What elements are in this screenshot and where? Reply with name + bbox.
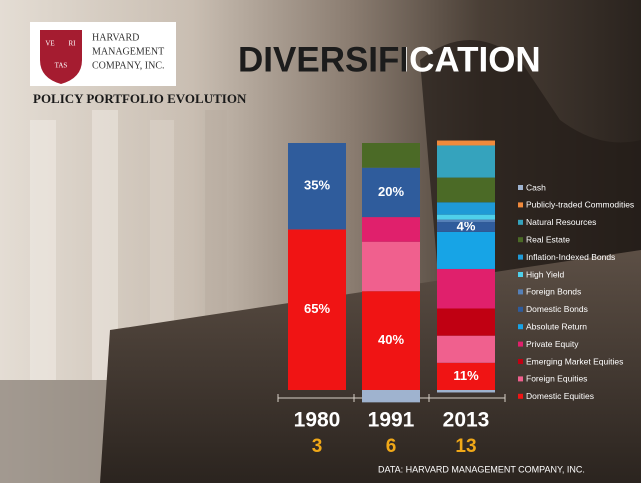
- shield-text: RI: [69, 40, 77, 48]
- bar-segment: [437, 145, 495, 177]
- bar-segment: [437, 141, 495, 146]
- x-tick-label: 2013: [443, 409, 490, 432]
- source-note: DATA: HARVARD MANAGEMENT COMPANY, INC.: [378, 464, 585, 474]
- asset-count: 13: [455, 436, 476, 457]
- legend-label: High Yield: [526, 269, 565, 279]
- legend-label: Cash: [526, 182, 546, 192]
- legend-label: Absolute Return: [526, 321, 587, 331]
- value-label: 65%: [304, 301, 330, 316]
- value-label: 35%: [304, 178, 330, 193]
- legend-label: Private Equity: [526, 339, 579, 349]
- legend-swatch: [518, 237, 523, 242]
- bar-segment: [437, 390, 495, 392]
- legend-label: Publicly-traded Commodities: [526, 200, 634, 210]
- value-label: 11%: [453, 368, 479, 383]
- shield-text: TAS: [55, 62, 68, 70]
- x-tick-label: 1991: [368, 409, 415, 432]
- shield-text: VE: [45, 40, 54, 48]
- legend-swatch: [518, 202, 523, 207]
- logo-shield: [40, 30, 82, 84]
- x-tick-label: 1980: [294, 409, 341, 432]
- asset-count: 3: [312, 436, 323, 457]
- logo-name: MANAGEMENT: [92, 46, 164, 57]
- legend-swatch: [518, 359, 523, 364]
- legend-label: Foreign Equities: [526, 374, 587, 384]
- bar-segment: [437, 202, 495, 214]
- logo-name: HARVARD: [92, 32, 139, 43]
- bar-segment: [362, 242, 420, 291]
- legend-swatch: [518, 324, 523, 329]
- bar-segment: [437, 215, 495, 220]
- legend-swatch: [518, 272, 523, 277]
- legend-swatch: [518, 307, 523, 312]
- logo-name: COMPANY, INC.: [92, 60, 165, 71]
- legend-swatch: [518, 289, 523, 294]
- bar-segment: [362, 390, 420, 402]
- bar-segment: [437, 220, 495, 222]
- legend-swatch: [518, 394, 523, 399]
- bar-segment: [362, 143, 420, 168]
- legend-swatch: [518, 255, 523, 260]
- chart-subtitle: POLICY PORTFOLIO EVOLUTION: [33, 91, 247, 106]
- bar-segment: [437, 336, 495, 363]
- page: {"logo": {"shield_text": ["VE", "RI", "T…: [0, 0, 641, 483]
- legend-swatch: [518, 185, 523, 190]
- legend-label: Real Estate: [526, 234, 570, 244]
- bar-segment: [362, 217, 420, 242]
- bar-segment: [437, 269, 495, 309]
- legend-label: Inflation-Indexed Bonds: [526, 252, 615, 262]
- value-label: 20%: [378, 184, 404, 199]
- legend-label: Domestic Bonds: [526, 304, 588, 314]
- slide: VE RI TAS HARVARD MANAGEMENT COMPANY, IN…: [0, 0, 641, 483]
- legend-label: Emerging Market Equities: [526, 356, 623, 366]
- legend-swatch: [518, 220, 523, 225]
- bar-segment: [437, 308, 495, 335]
- value-label: 40%: [378, 332, 404, 347]
- legend-label: Natural Resources: [526, 217, 596, 227]
- chart-title: DIVERSIFICATION: [238, 40, 541, 79]
- legend-swatch: [518, 376, 523, 381]
- bar-segment: [437, 178, 495, 203]
- legend-swatch: [518, 342, 523, 347]
- asset-count: 6: [386, 436, 397, 457]
- bar-segment: [437, 232, 495, 269]
- legend-label: Foreign Bonds: [526, 287, 581, 297]
- legend-label: Domestic Equities: [526, 391, 594, 401]
